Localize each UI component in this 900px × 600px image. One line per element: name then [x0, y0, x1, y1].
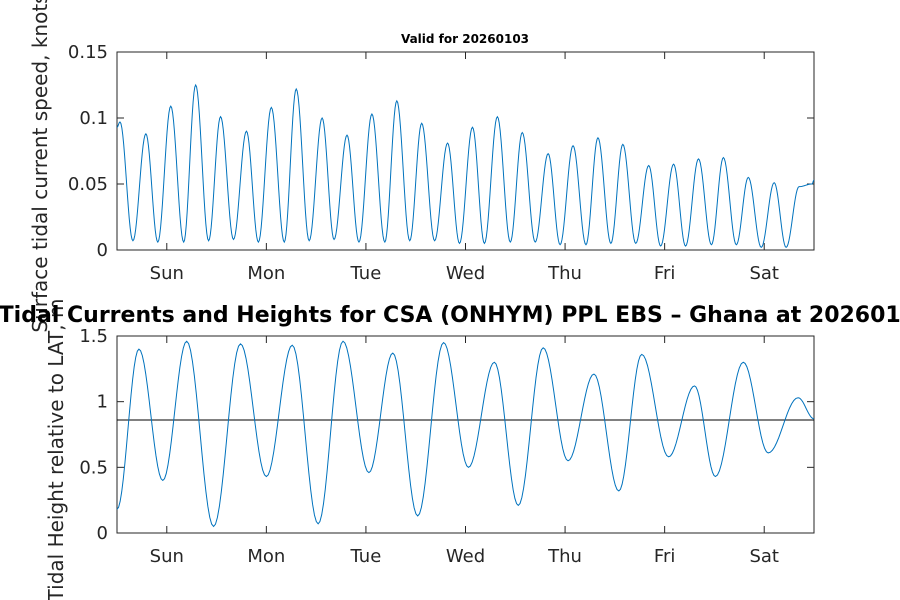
xtick-label-thu: Thu [547, 263, 582, 284]
tidal-height-series-line [116, 340, 815, 528]
xtick-label-tue: Tue [350, 546, 382, 567]
xtick-label-sun: Sun [150, 546, 184, 567]
tidal-height-xticks: Sun Mon Tue Wed Thu Fri Sat [150, 336, 779, 567]
xtick-label-thu: Thu [547, 546, 582, 567]
tidal-height-yticks: 0 0.5 1 1.5 [79, 326, 814, 544]
xtick-label-mon: Mon [247, 263, 285, 284]
current-speed-plot: 0 0.05 0.1 0.15 Sun Mon Tue Wed Thu Fri Sat Valid… [68, 32, 815, 284]
current-speed-series-line [116, 83, 815, 249]
ytick-label: 0 [97, 523, 108, 544]
current-speed-yticks: 0 0.05 0.1 0.15 [68, 42, 814, 261]
current-speed-ylabel: Surface tidal current speed, knots [28, 0, 52, 333]
ytick-label: 1.5 [79, 326, 108, 347]
xtick-label-fri: Fri [654, 546, 675, 567]
current-speed-xticks: Sun Mon Tue Wed Thu Fri Sat [150, 52, 779, 284]
xtick-label-sun: Sun [150, 263, 184, 284]
valid-for-title: Valid for 20260103 [401, 32, 529, 46]
ytick-label: 0.15 [68, 42, 108, 63]
xtick-label-tue: Tue [350, 263, 382, 284]
ytick-label: 0.5 [79, 457, 108, 478]
main-title: Tidal Currents and Heights for CSA (ONHY… [0, 303, 900, 328]
tidal-height-ylabel: Tidal Height relative to LAT, m [44, 299, 68, 600]
xtick-label-wed: Wed [446, 546, 485, 567]
xtick-label-mon: Mon [247, 546, 285, 567]
xtick-label-sat: Sat [749, 263, 779, 284]
ytick-label: 1 [97, 392, 108, 413]
xtick-label-fri: Fri [654, 263, 675, 284]
ytick-label: 0.1 [79, 108, 108, 129]
tidal-height-plot: 0 0.5 1 1.5 Sun Mon Tue Wed Thu Fri Sat [79, 326, 815, 567]
ytick-label: 0 [97, 240, 108, 261]
current-speed-axes [116, 51, 815, 251]
ytick-label: 0.05 [68, 174, 108, 195]
xtick-label-wed: Wed [446, 263, 485, 284]
tidal-height-axes [116, 335, 815, 534]
xtick-label-sat: Sat [749, 546, 779, 567]
